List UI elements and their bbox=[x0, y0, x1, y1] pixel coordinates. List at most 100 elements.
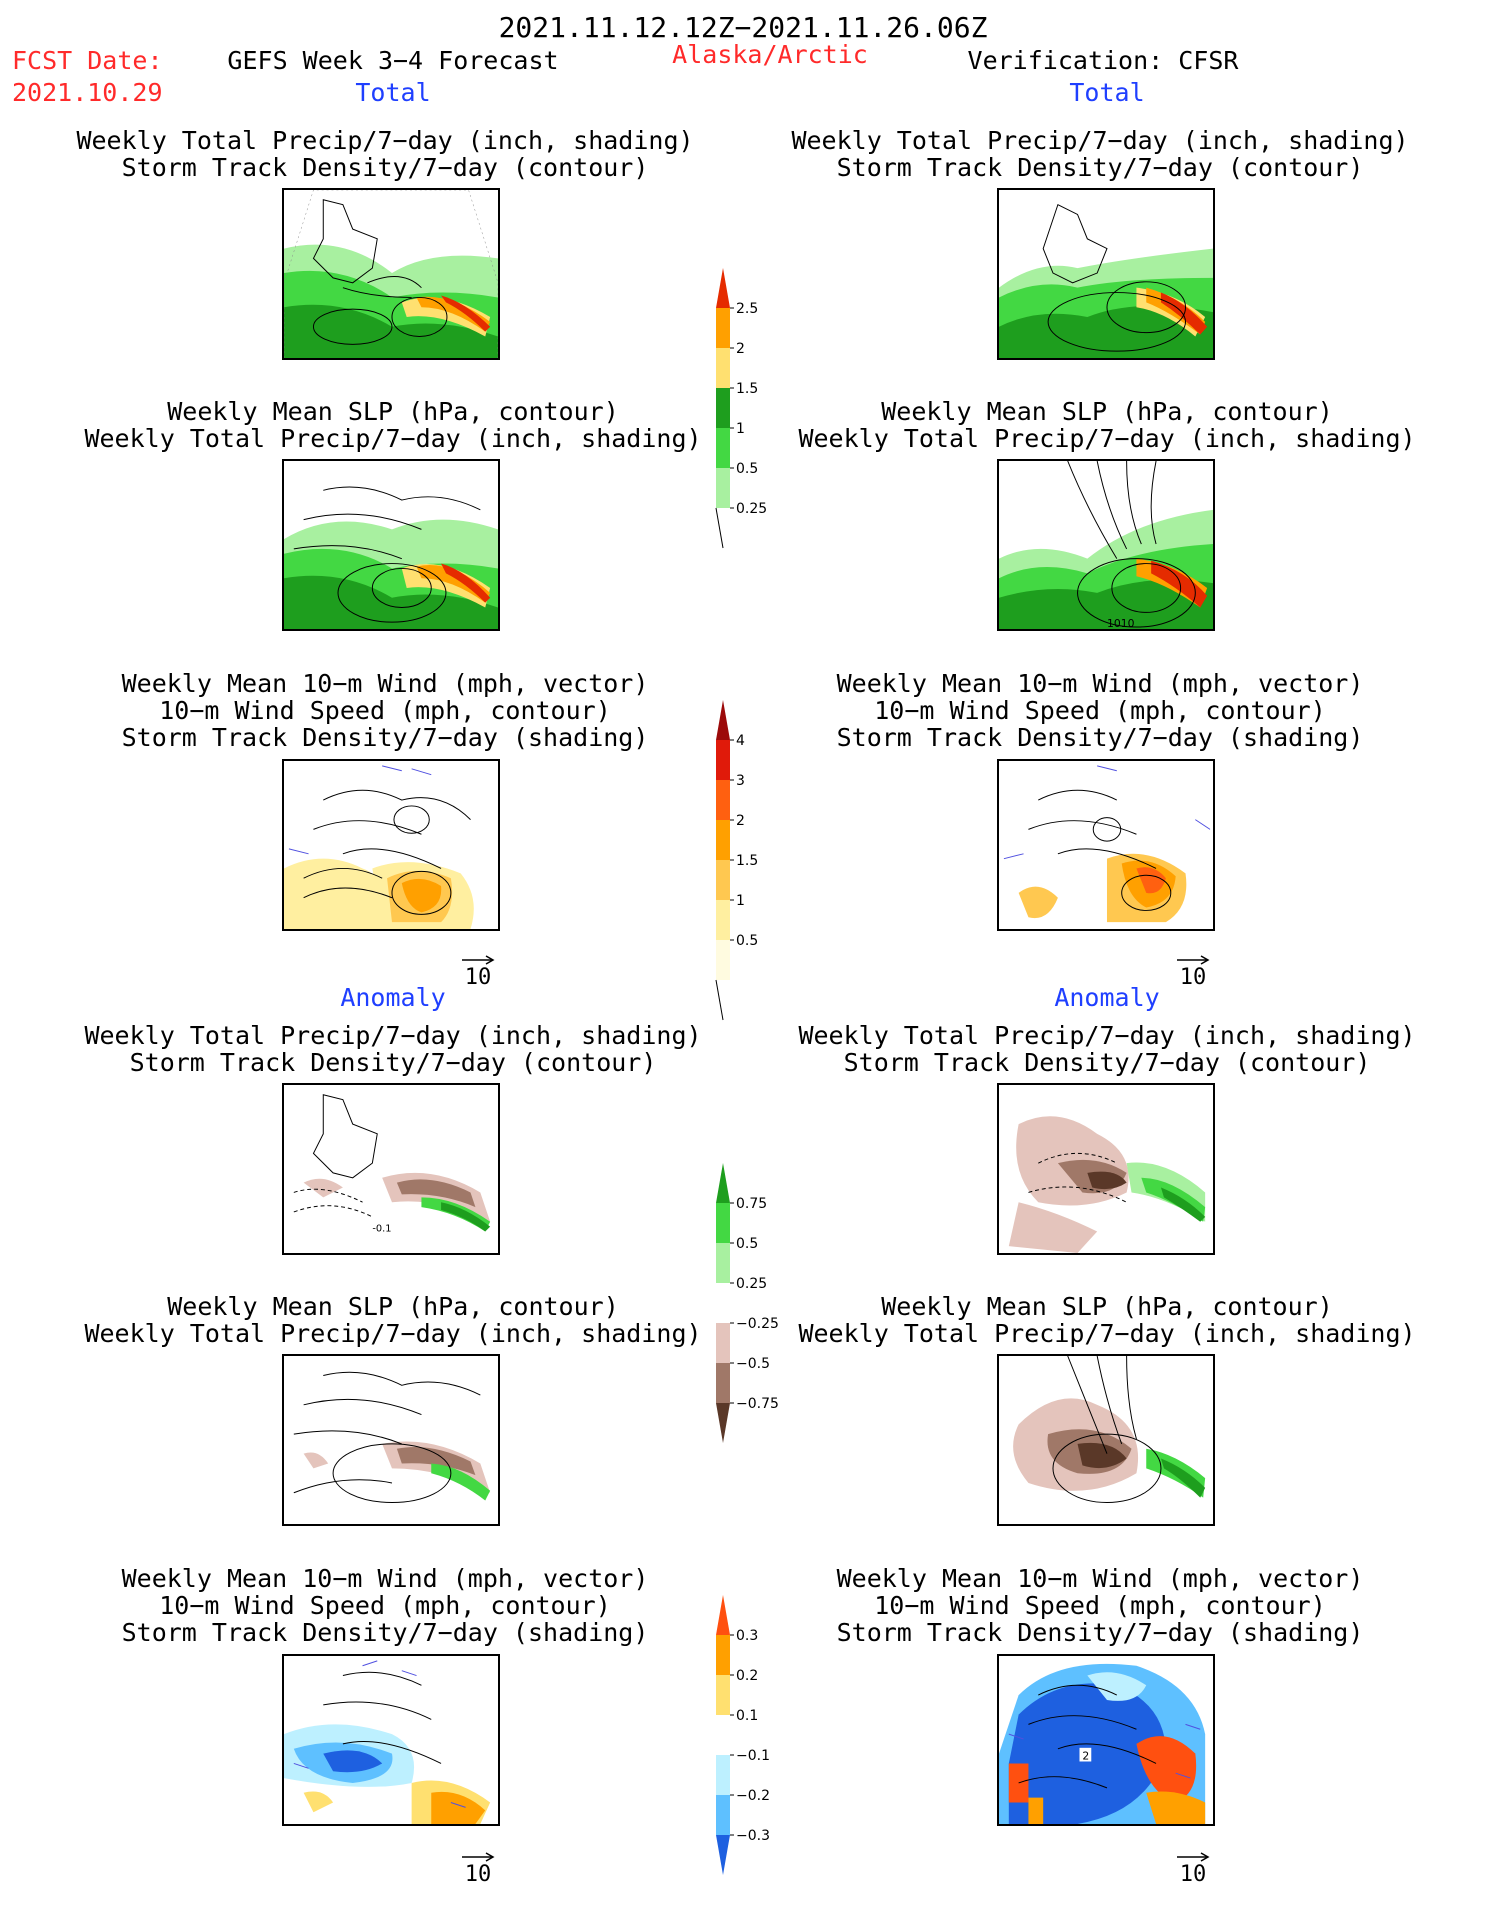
map-anom-slp-forecast bbox=[282, 1354, 500, 1526]
colorbar-label: 1.5 bbox=[736, 381, 758, 397]
colorbar-anom-track: 0.3 0.2 0.1 −0.1 −0.2 −0.3 bbox=[716, 1595, 796, 1875]
panel-title-total-precip-left: Weekly Total Precip/7−day (inch, shading… bbox=[76, 126, 694, 182]
colorbar-segment bbox=[716, 780, 730, 820]
map-anom-wind-forecast bbox=[282, 1654, 500, 1826]
map-anom-precip-verification bbox=[997, 1083, 1215, 1255]
colorbar-label: 1 bbox=[736, 893, 745, 909]
colorbar-label: 0.2 bbox=[736, 1668, 758, 1684]
slp-contour-label: 1010 bbox=[1107, 617, 1135, 629]
map-total-slp-forecast bbox=[282, 459, 500, 631]
colorbar-label: 0.5 bbox=[736, 1236, 758, 1252]
vector-scale-label-anom-left: 10 bbox=[464, 1862, 492, 1887]
panel-title-anom-precip-left: Weekly Total Precip/7−day (inch, shading… bbox=[84, 1021, 702, 1077]
fcst-date-label: FCST Date: bbox=[12, 46, 163, 75]
colorbar-segment bbox=[716, 1755, 730, 1795]
panel-title-total-wind-right: Weekly Mean 10−m Wind (mph, vector) 10−m … bbox=[836, 669, 1364, 752]
colorbar-label: −0.75 bbox=[736, 1396, 779, 1412]
colorbar-segment bbox=[716, 900, 730, 940]
section-total-right: Total bbox=[1069, 78, 1145, 107]
vector-scale-label-total-right: 10 bbox=[1179, 965, 1207, 990]
map-total-precip-forecast bbox=[282, 188, 500, 360]
colorbar-label: 1.5 bbox=[736, 853, 758, 869]
colorbar-top-triangle bbox=[716, 268, 730, 308]
region-label: Alaska/Arctic bbox=[672, 40, 868, 69]
colorbar-segment bbox=[716, 1675, 730, 1715]
colorbar-label: −0.2 bbox=[736, 1788, 770, 1804]
colorbar-anom-precip: 0.75 0.5 0.25 −0.25 −0.5 −0.75 bbox=[716, 1163, 796, 1443]
panel-title-anom-slp-right: Weekly Mean SLP (hPa, contour) Weekly Tot… bbox=[798, 1292, 1416, 1348]
colorbar-label: 1 bbox=[736, 421, 745, 437]
forecast-name: GEFS Week 3−4 Forecast bbox=[227, 46, 559, 75]
map-anom-precip-forecast: -0.1 bbox=[282, 1083, 500, 1255]
map-anom-slp-verification bbox=[997, 1354, 1215, 1526]
colorbar-segment bbox=[716, 1243, 730, 1283]
colorbar-label: 0.75 bbox=[736, 1196, 767, 1212]
panel-title-anom-slp-left: Weekly Mean SLP (hPa, contour) Weekly Tot… bbox=[84, 1292, 702, 1348]
colorbar-segment bbox=[716, 820, 730, 860]
colorbar-label: 0.25 bbox=[736, 1276, 767, 1292]
vector-scale-arrow-anom-right bbox=[1177, 1852, 1211, 1862]
anom-contour-label: -0.1 bbox=[372, 1224, 391, 1235]
section-anomaly-right: Anomaly bbox=[1054, 983, 1160, 1012]
panel-title-total-slp-right: Weekly Mean SLP (hPa, contour) Weekly Tot… bbox=[798, 397, 1416, 453]
colorbar-label: 0.3 bbox=[736, 1628, 758, 1644]
colorbar-segment bbox=[716, 428, 730, 468]
panel-title-anom-wind-right: Weekly Mean 10−m Wind (mph, vector) 10−m … bbox=[836, 1564, 1364, 1647]
colorbar-top-triangle bbox=[716, 1163, 730, 1203]
forecast-period: 2021.11.12.12Z−2021.11.26.06Z bbox=[498, 11, 988, 44]
vector-scale-arrow-total-left bbox=[462, 955, 496, 965]
vector-scale-arrow-anom-left bbox=[462, 1852, 496, 1862]
colorbar-bottom-line bbox=[715, 979, 724, 1021]
colorbar-label: −0.5 bbox=[736, 1356, 770, 1372]
colorbar-segment bbox=[716, 1635, 730, 1675]
colorbar-segment bbox=[716, 388, 730, 428]
colorbar-bottom-triangle bbox=[716, 1835, 730, 1875]
colorbar-label: 0.5 bbox=[736, 461, 758, 477]
colorbar-segment bbox=[716, 1795, 730, 1835]
colorbar-segment bbox=[716, 860, 730, 900]
verification-label: Verification: CFSR bbox=[967, 46, 1239, 75]
colorbar-label: 0.5 bbox=[736, 933, 758, 949]
wind-anom-label: 2 bbox=[1082, 1750, 1089, 1763]
colorbar-total-track: 4 3 2 1.5 1 0.5 bbox=[715, 700, 796, 1021]
colorbar-top-triangle bbox=[716, 1595, 730, 1635]
colorbar-label: 2.5 bbox=[736, 301, 758, 317]
colorbar-label: 2 bbox=[736, 813, 745, 829]
colorbar-label: −0.1 bbox=[736, 1748, 770, 1764]
colorbar-bottom-line bbox=[715, 507, 724, 549]
colorbar-total-precip: 2.5 2 1.5 1 0.5 0.25 bbox=[715, 268, 796, 549]
vector-scale-label-total-left: 10 bbox=[464, 965, 492, 990]
vector-scale-arrow-total-right bbox=[1177, 955, 1211, 965]
colorbar-label: 0.1 bbox=[736, 1708, 758, 1724]
colorbar-label: 4 bbox=[736, 733, 745, 749]
colorbar-segment bbox=[716, 468, 730, 508]
colorbar-segment bbox=[716, 1363, 730, 1403]
panel-title-total-precip-right: Weekly Total Precip/7−day (inch, shading… bbox=[791, 126, 1409, 182]
colorbar-label: −0.25 bbox=[736, 1316, 779, 1332]
colorbar-segment bbox=[716, 1715, 730, 1755]
map-total-wind-forecast bbox=[282, 759, 500, 931]
colorbar-label: 0.25 bbox=[736, 501, 767, 517]
colorbar-segment bbox=[716, 940, 730, 980]
fcst-date-value: 2021.10.29 bbox=[12, 78, 163, 107]
section-anomaly-left: Anomaly bbox=[340, 983, 446, 1012]
panel-title-total-wind-left: Weekly Mean 10−m Wind (mph, vector) 10−m … bbox=[121, 669, 649, 752]
map-total-slp-verification: 1010 bbox=[997, 459, 1215, 631]
colorbar-bottom-triangle bbox=[716, 1403, 730, 1443]
colorbar-segment bbox=[716, 1323, 730, 1363]
colorbar-label: 2 bbox=[736, 341, 745, 357]
colorbar-label: −0.3 bbox=[736, 1828, 770, 1844]
section-total-left: Total bbox=[355, 78, 431, 107]
panel-title-anom-wind-left: Weekly Mean 10−m Wind (mph, vector) 10−m … bbox=[121, 1564, 649, 1647]
panel-title-total-slp-left: Weekly Mean SLP (hPa, contour) Weekly Tot… bbox=[84, 397, 702, 453]
map-total-wind-verification bbox=[997, 759, 1215, 931]
panel-title-anom-precip-right: Weekly Total Precip/7−day (inch, shading… bbox=[798, 1021, 1416, 1077]
colorbar-segment bbox=[716, 1283, 730, 1323]
colorbar-segment bbox=[716, 740, 730, 780]
colorbar-segment bbox=[716, 348, 730, 388]
colorbar-top-triangle bbox=[716, 700, 730, 740]
vector-scale-label-anom-right: 10 bbox=[1179, 1862, 1207, 1887]
colorbar-segment bbox=[716, 308, 730, 348]
map-total-precip-verification bbox=[997, 188, 1215, 360]
colorbar-label: 3 bbox=[736, 773, 745, 789]
